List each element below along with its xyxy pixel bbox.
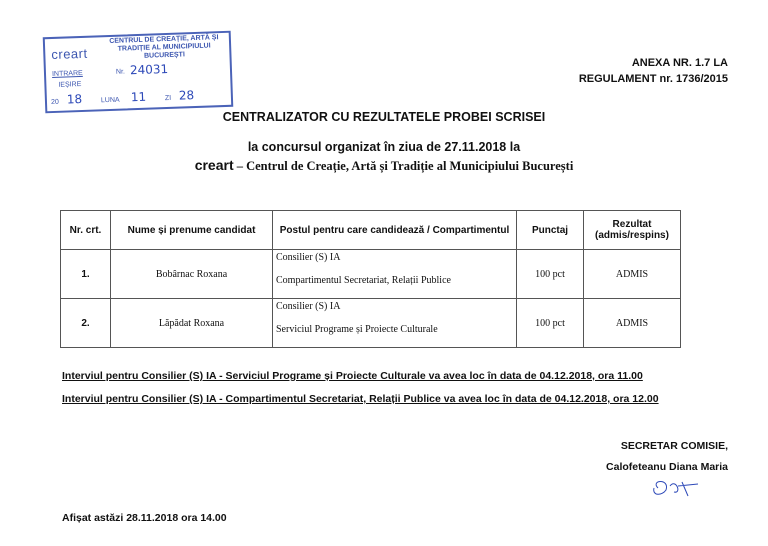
stamp-logo: creart bbox=[51, 45, 88, 63]
table-header: Nr. crt. Nume și prenume candidat Postul… bbox=[60, 210, 681, 250]
secretary-name: Calofeteanu Diana Maria bbox=[606, 461, 728, 473]
header-name: Nume și prenume candidat bbox=[110, 210, 273, 250]
stamp-year: 18 bbox=[66, 91, 83, 107]
secretary-title: SECRETAR COMISIE, bbox=[620, 440, 728, 452]
header-nr: Nr. crt. bbox=[60, 210, 111, 250]
stamp-year-prefix: 20 bbox=[50, 98, 59, 107]
stamp-iesire: IEȘIRE bbox=[58, 80, 82, 89]
annex-line: ANEXA NR. 1.7 LA bbox=[631, 57, 728, 69]
table-row: 1. Bobârnac Roxana Consilier (S) IA Compa… bbox=[60, 249, 681, 299]
creart-logo: creart bbox=[194, 157, 234, 173]
row-post: Consilier (S) IA Compartimentul Secretari… bbox=[272, 249, 517, 299]
signature-icon bbox=[653, 481, 699, 497]
document-subtitle: la concursul organizat în ziua de 27.11.… bbox=[247, 140, 521, 154]
results-table: Nr. crt. Nume și prenume candidat Postul… bbox=[60, 210, 681, 348]
registration-stamp: creart CENTRUL DE CREAȚIE, ARTĂ ȘI TRADI… bbox=[42, 30, 234, 114]
post-title: Consilier (S) IA bbox=[276, 301, 341, 312]
table-row: 2. Lăpădat Roxana Consilier (S) IA Servic… bbox=[60, 298, 681, 348]
header-score: Punctaj bbox=[516, 210, 584, 250]
row-result: ADMIS bbox=[583, 298, 681, 348]
row-result: ADMIS bbox=[583, 249, 681, 299]
row-score: 100 pct bbox=[516, 249, 584, 299]
interview-note-2: Interviul pentru Consilier (S) IA - Comp… bbox=[62, 393, 659, 405]
annex-reference: ANEXA NR. 1.7 LA REGULAMENT nr. 1736/201… bbox=[579, 55, 728, 87]
organization-line: creart – Centrul de Creație, Artă și Tra… bbox=[0, 157, 768, 174]
post-department: Serviciul Programe și Proiecte Culturale bbox=[276, 324, 438, 335]
row-nr: 2. bbox=[60, 298, 111, 348]
stamp-zi-label: ZI bbox=[164, 94, 172, 103]
stamp-nr-label: Nr. bbox=[115, 68, 126, 76]
stamp-intrare: INTRARE bbox=[51, 69, 83, 78]
stamp-luna-label: LUNA bbox=[100, 96, 120, 105]
stamp-luna: 11 bbox=[130, 89, 147, 105]
interview-note-1: Interviul pentru Consilier (S) IA - Serv… bbox=[62, 370, 643, 382]
stamp-zi: 28 bbox=[178, 88, 195, 103]
stamp-org: CENTRUL DE CREAȚIE, ARTĂ ȘI TRADIȚIE AL … bbox=[109, 34, 219, 60]
row-nr: 1. bbox=[60, 249, 111, 299]
posted-date: Afișat astăzi 28.11.2018 ora 14.00 bbox=[62, 512, 227, 524]
regulation-line: REGULAMENT nr. 1736/2015 bbox=[578, 73, 728, 85]
post-department: Compartimentul Secretariat, Relații Publ… bbox=[276, 275, 451, 286]
row-name: Lăpădat Roxana bbox=[110, 298, 273, 348]
document-title: CENTRALIZATOR CU REZULTATELE PROBEI SCRI… bbox=[222, 110, 546, 124]
row-post: Consilier (S) IA Serviciul Programe și Pr… bbox=[272, 298, 517, 348]
stamp-nr: 24031 bbox=[129, 61, 169, 78]
row-score: 100 pct bbox=[516, 298, 584, 348]
organization-name: – Centrul de Creație, Artă și Tradiție a… bbox=[233, 159, 574, 173]
header-post: Postul pentru care candidează / Comparti… bbox=[272, 210, 517, 250]
row-name: Bobârnac Roxana bbox=[110, 249, 273, 299]
post-title: Consilier (S) IA bbox=[276, 252, 341, 263]
header-result: Rezultat (admis/respins) bbox=[583, 210, 681, 250]
